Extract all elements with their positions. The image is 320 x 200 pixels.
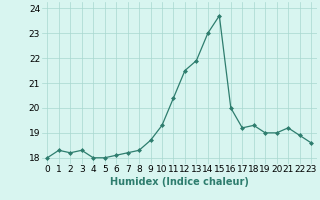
X-axis label: Humidex (Indice chaleur): Humidex (Indice chaleur) [110,177,249,187]
